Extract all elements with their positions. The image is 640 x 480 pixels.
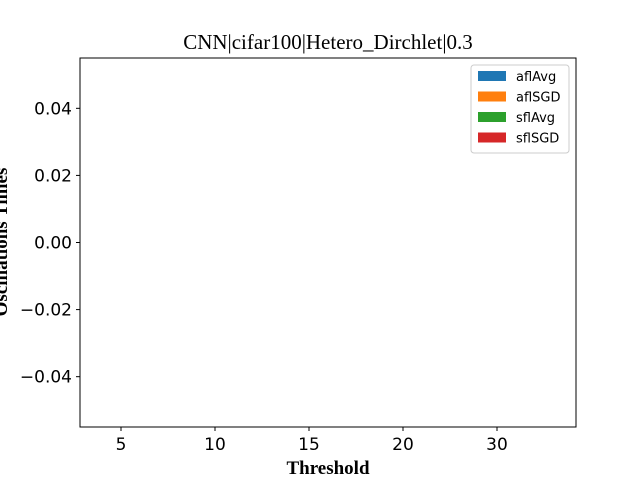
legend-swatch-aflAvg: [478, 71, 506, 81]
legend-label-sflAvg: sflAvg: [516, 111, 555, 126]
y-tick-label: −0.02: [20, 301, 72, 321]
legend-swatch-sflSGD: [478, 132, 506, 143]
y-axis-ticks: 0.04 0.02 0.00 −0.02 −0.04: [20, 99, 80, 388]
y-tick-label: 0.04: [34, 99, 72, 119]
legend-swatch-sflAvg: [478, 112, 506, 122]
chart-title: CNN|cifar100|Hetero_Dirchlet|0.3: [183, 30, 473, 54]
legend: aflAvg aflSGD sflAvg sflSGD: [470, 64, 570, 154]
x-tick-label: 10: [204, 435, 226, 455]
x-tick-label: 30: [486, 435, 508, 455]
x-tick-label: 15: [298, 435, 320, 455]
y-tick-label: 0.02: [34, 166, 72, 186]
legend-label-aflSGD: aflSGD: [516, 91, 561, 106]
legend-swatch-aflSGD: [478, 91, 506, 102]
legend-label-aflAvg: aflAvg: [516, 70, 556, 85]
y-axis-label: Oscillations Times: [0, 168, 12, 317]
x-tick-label: 20: [392, 435, 414, 455]
x-tick-label: 5: [116, 435, 127, 455]
y-tick-label: 0.00: [34, 234, 72, 254]
x-axis-label: Threshold: [286, 458, 370, 479]
legend-label-sflSGD: sflSGD: [516, 132, 559, 147]
y-tick-label: −0.04: [20, 368, 72, 388]
x-axis-ticks: 5 10 15 20 30: [116, 427, 508, 455]
legend-box: [470, 64, 570, 154]
